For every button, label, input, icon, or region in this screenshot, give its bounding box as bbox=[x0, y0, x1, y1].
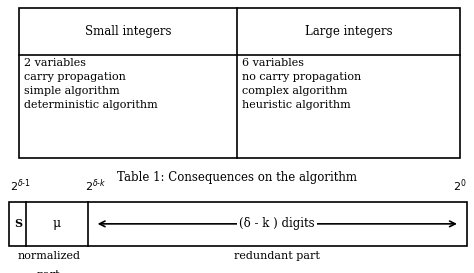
Text: part: part bbox=[37, 270, 60, 273]
Text: normalized: normalized bbox=[17, 251, 80, 261]
Text: $2^0$: $2^0$ bbox=[453, 177, 467, 194]
Text: redundant part: redundant part bbox=[234, 251, 320, 261]
Bar bbox=[19, 8, 460, 158]
Text: $2^{\delta\text{-}k}$: $2^{\delta\text{-}k}$ bbox=[85, 177, 107, 194]
Text: (δ - k ) digits: (δ - k ) digits bbox=[239, 217, 315, 230]
Text: Table 1: Consequences on the algorithm: Table 1: Consequences on the algorithm bbox=[117, 171, 357, 184]
Text: 2 variables
carry propagation
simple algorithm
deterministic algorithm: 2 variables carry propagation simple alg… bbox=[24, 58, 157, 110]
Text: μ: μ bbox=[53, 217, 61, 230]
Text: 6 variables
no carry propagation
complex algorithm
heuristic algorithm: 6 variables no carry propagation complex… bbox=[242, 58, 361, 110]
Text: Small integers: Small integers bbox=[85, 25, 171, 38]
Bar bbox=[9, 202, 467, 246]
Text: Large integers: Large integers bbox=[305, 25, 392, 38]
Text: S: S bbox=[14, 218, 22, 229]
Text: $2^{\delta\text{-}1}$: $2^{\delta\text{-}1}$ bbox=[10, 177, 31, 194]
